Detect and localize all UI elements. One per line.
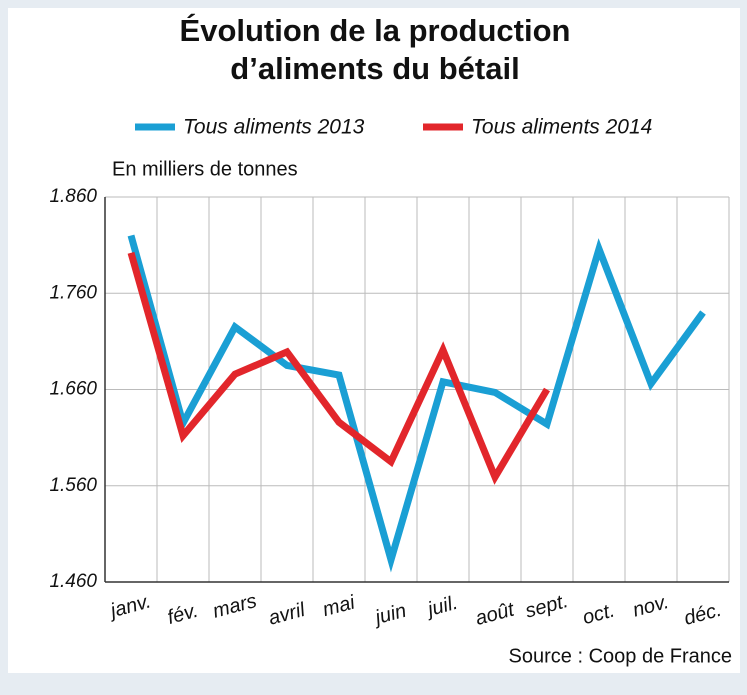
line-series bbox=[127, 251, 551, 485]
x-tick-label: mai bbox=[320, 591, 357, 621]
y-tick-label: 1.460 bbox=[49, 571, 97, 592]
y-tick-label: 1.860 bbox=[49, 186, 97, 207]
x-tick-label: nov. bbox=[630, 591, 671, 622]
chart-title: Évolution de la production d’aliments du… bbox=[179, 13, 571, 86]
x-tick-label: juil. bbox=[423, 592, 461, 622]
x-tick-label: janv. bbox=[105, 590, 153, 623]
panel bbox=[8, 8, 740, 673]
y-tick-label: 1.760 bbox=[49, 282, 97, 303]
x-tick-label: déc. bbox=[682, 599, 724, 630]
x-tick-label: sept. bbox=[523, 590, 571, 622]
line-series bbox=[127, 234, 706, 573]
x-tick-label: mars bbox=[210, 590, 259, 623]
x-tick-label: août bbox=[473, 598, 518, 630]
x-tick-label: fév. bbox=[165, 600, 200, 629]
x-tick-label: juin bbox=[370, 600, 409, 630]
source: Source : Coop de France bbox=[509, 645, 732, 667]
y-tick-label: 1.660 bbox=[49, 379, 97, 400]
x-tick-label: oct. bbox=[580, 600, 617, 630]
legend-label: Tous aliments 2014 bbox=[471, 116, 652, 139]
y-tick-label: 1.560 bbox=[49, 475, 97, 496]
y-axis-label: En milliers de tonnes bbox=[112, 158, 298, 180]
x-tick-label: avril bbox=[266, 599, 308, 630]
legend-label: Tous aliments 2013 bbox=[183, 116, 365, 139]
